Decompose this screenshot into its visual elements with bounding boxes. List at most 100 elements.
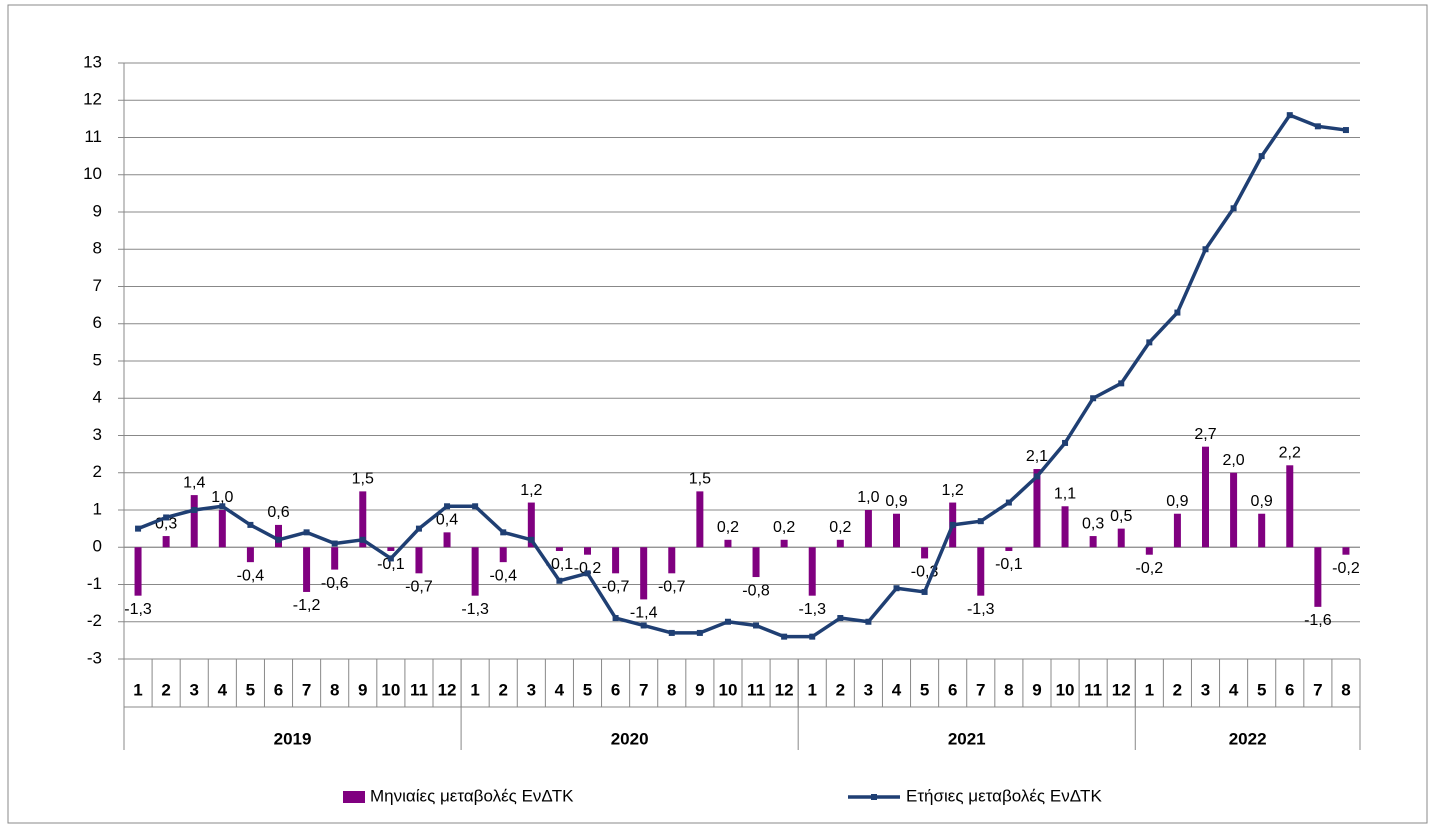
data-label: 1,0	[857, 489, 879, 506]
line-marker	[1062, 439, 1069, 446]
x-tick-label: 5	[1257, 680, 1266, 699]
x-tick-label: 9	[695, 680, 704, 699]
line-marker	[1090, 395, 1097, 402]
line-marker	[640, 622, 647, 629]
line-marker	[275, 536, 282, 543]
bar	[218, 510, 226, 548]
data-label: 2,7	[1194, 426, 1216, 443]
x-tick-label: 2	[161, 680, 170, 699]
data-label: 0,4	[436, 512, 458, 529]
x-tick-label: 12	[438, 680, 457, 699]
data-label: 1,5	[352, 471, 374, 488]
y-tick-label: 6	[93, 313, 102, 332]
line-marker	[1342, 127, 1349, 134]
y-tick-label: 1	[93, 499, 102, 518]
x-tick-label: 4	[892, 680, 902, 699]
line-marker	[387, 555, 394, 562]
data-label: -0,6	[321, 575, 349, 592]
bar	[527, 502, 535, 548]
x-tick-label: 8	[667, 680, 676, 699]
legend-swatch	[871, 794, 877, 800]
line-marker	[303, 529, 310, 536]
x-tick-label: 3	[527, 680, 536, 699]
data-label: -0,2	[1332, 560, 1360, 577]
data-label: 0,5	[1110, 508, 1132, 525]
bar	[1342, 547, 1350, 555]
data-label: -1,3	[461, 601, 489, 618]
group-label: 2022	[1229, 729, 1267, 748]
bar	[696, 491, 704, 548]
line-marker	[219, 503, 226, 510]
x-tick-label: 4	[555, 680, 565, 699]
x-tick-label: 4	[218, 680, 228, 699]
y-tick-label: 3	[93, 425, 102, 444]
chart-border	[7, 4, 1428, 824]
data-label: 0,9	[1166, 493, 1188, 510]
x-tick-label: 1	[1145, 680, 1154, 699]
y-tick-label: 7	[93, 276, 102, 295]
y-tick-label: 5	[93, 350, 102, 369]
x-tick-label: 7	[976, 680, 985, 699]
data-label: 0,9	[885, 493, 907, 510]
line-marker	[444, 503, 451, 510]
line-marker	[1286, 112, 1293, 119]
x-tick-label: 12	[1112, 680, 1131, 699]
y-tick-label: 10	[83, 164, 102, 183]
x-tick-label: 5	[246, 680, 255, 699]
x-tick-label: 3	[1201, 680, 1210, 699]
group-label: 2021	[948, 729, 986, 748]
line-marker	[500, 529, 507, 536]
x-tick-label: 2	[836, 680, 845, 699]
bar	[864, 510, 872, 548]
line-marker	[921, 588, 928, 595]
bar	[612, 547, 620, 574]
line-marker	[1258, 153, 1265, 160]
bar	[387, 547, 395, 551]
x-tick-label: 3	[189, 680, 198, 699]
line-marker	[668, 629, 675, 636]
y-tick-label: 4	[93, 388, 102, 407]
x-tick-label: 10	[718, 680, 737, 699]
line-marker	[893, 585, 900, 592]
data-label: -0,4	[237, 567, 265, 584]
legend-label: Ετήσιες μεταβολές ΕνΔΤΚ	[906, 786, 1102, 805]
x-tick-label: 4	[1229, 680, 1239, 699]
bar	[1314, 547, 1322, 607]
bar	[1286, 465, 1294, 548]
line-marker	[528, 536, 535, 543]
bar	[1173, 513, 1181, 548]
x-tick-label: 2	[1173, 680, 1182, 699]
line-marker	[1174, 309, 1181, 316]
bar	[246, 547, 254, 563]
line-marker	[1230, 205, 1237, 212]
line-marker	[837, 615, 844, 622]
x-tick-label: 6	[274, 680, 283, 699]
x-tick-label: 11	[1084, 680, 1102, 699]
x-tick-label: 1	[807, 680, 816, 699]
data-label: -1,4	[630, 605, 658, 622]
line-marker	[331, 540, 338, 547]
bar	[724, 539, 732, 548]
legend-swatch	[343, 791, 365, 803]
y-tick-label: -3	[87, 648, 102, 667]
data-label: 0,2	[773, 519, 795, 536]
data-label: 2,0	[1222, 452, 1244, 469]
data-label: 0,2	[829, 519, 851, 536]
x-tick-label: 8	[1004, 680, 1013, 699]
line-marker	[696, 629, 703, 636]
y-tick-label: 2	[93, 462, 102, 481]
line-marker	[135, 525, 142, 532]
x-tick-label: 10	[381, 680, 400, 699]
data-label: 0,2	[717, 519, 739, 536]
data-label: -0,1	[995, 556, 1023, 573]
bar	[359, 491, 367, 548]
line-marker	[247, 521, 254, 528]
data-label: 1,2	[942, 482, 964, 499]
line-marker	[1118, 380, 1125, 387]
data-label: 1,1	[1054, 485, 1076, 502]
x-tick-label: 9	[358, 680, 367, 699]
data-label: -0,7	[658, 579, 686, 596]
bar	[640, 547, 648, 600]
y-tick-label: 9	[93, 201, 102, 220]
data-label: 1,2	[520, 482, 542, 499]
